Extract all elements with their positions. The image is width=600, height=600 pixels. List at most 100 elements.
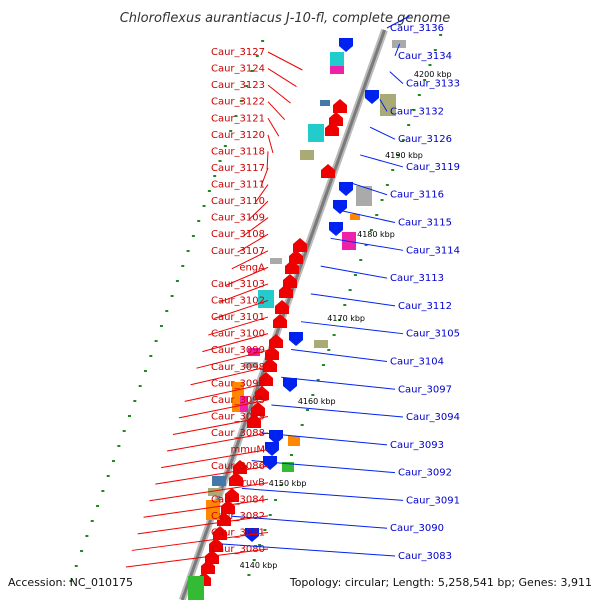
gene-feature-box (356, 186, 372, 206)
forward-gene-arrow (293, 238, 307, 252)
left-gene-label: Caur_3124 (211, 64, 265, 75)
outer-dash (353, 274, 357, 276)
left-leader-line (125, 548, 269, 568)
forward-gene-arrow (213, 526, 227, 540)
outer-dash (412, 109, 416, 111)
left-leader-line (131, 531, 269, 551)
outer-dash (321, 364, 325, 366)
left-gene-label: mmuM (231, 445, 265, 456)
outer-dash (359, 259, 363, 261)
gene-feature-box (330, 66, 344, 74)
gene-feature-box (314, 340, 328, 348)
outer-dash (300, 424, 304, 426)
right-gene-label: Caur_3119 (406, 162, 460, 173)
outer-dash (391, 169, 395, 171)
right-leader-line (379, 99, 388, 112)
inner-dash (250, 70, 254, 72)
outer-dash (332, 334, 336, 336)
gene-feature-box (380, 94, 396, 116)
outer-dash (316, 379, 320, 381)
inner-dash (239, 100, 243, 102)
left-gene-label: Caur_3095 (211, 395, 265, 406)
outer-dash (290, 454, 294, 456)
left-gene-label: Caur_3122 (211, 97, 265, 108)
forward-gene-arrow (333, 99, 347, 113)
outer-dash (252, 559, 256, 561)
right-leader-line (350, 182, 388, 196)
gene-feature-box (308, 124, 324, 142)
forward-gene-arrow (247, 414, 261, 428)
left-gene-label: Caur_3117 (211, 163, 265, 174)
left-gene-label: ruvB (242, 478, 265, 489)
outer-dash (327, 349, 331, 351)
forward-gene-arrow (225, 488, 239, 502)
left-leader-line (155, 465, 269, 485)
inner-dash (90, 520, 94, 522)
left-gene-label: Caur_3086 (211, 461, 265, 472)
left-leader-line (196, 349, 269, 369)
forward-gene-arrow (285, 260, 299, 274)
right-leader-line (231, 515, 388, 529)
outer-dash (279, 484, 283, 486)
tick-label: 4140 kbp (240, 561, 278, 570)
inner-dash (191, 235, 195, 237)
reverse-gene-arrow (269, 430, 283, 444)
left-leader-line (260, 167, 269, 187)
reverse-gene-arrow (339, 38, 353, 52)
right-leader-line (251, 460, 396, 474)
inner-dash (229, 130, 233, 132)
left-leader-line (184, 382, 269, 402)
right-leader-line (271, 404, 404, 418)
right-leader-line (340, 210, 396, 224)
right-gene-label: Caur_3104 (390, 356, 444, 367)
left-gene-label: Caur_3102 (211, 296, 265, 307)
gene-feature-box (392, 40, 406, 48)
outer-dash (401, 139, 405, 141)
inner-dash (69, 580, 73, 582)
forward-gene-arrow (263, 358, 277, 372)
map-title: Chloroflexus aurantiacus J-10-fl, comple… (120, 11, 451, 26)
left-leader-line (143, 498, 269, 518)
gene-features (188, 38, 406, 600)
inner-dash (101, 490, 105, 492)
right-gene-label: Caur_3133 (406, 79, 460, 90)
left-leader-line (267, 118, 280, 137)
left-gene-label: Caur_3089 (211, 411, 265, 422)
right-leader-line (389, 71, 404, 84)
inner-dash (122, 430, 126, 432)
tick-label: 4160 kbp (298, 397, 336, 406)
right-gene-label: Caur_3115 (398, 218, 452, 229)
inner-dash (106, 475, 110, 477)
reverse-gene-arrow (265, 442, 279, 456)
inner-dash (128, 415, 132, 417)
outer-dash (337, 319, 341, 321)
left-leader-line (161, 449, 269, 469)
right-leader-line (261, 432, 388, 446)
left-leader-line (249, 200, 269, 220)
outer-dash (369, 229, 373, 231)
outer-dash (247, 574, 251, 576)
right-leader-line (241, 487, 404, 501)
left-gene-label: Caur_3084 (211, 494, 265, 505)
left-gene-label: Caur_3103 (211, 279, 265, 290)
left-leader-line (225, 266, 269, 286)
outer-dash (407, 124, 411, 126)
left-leader-line (237, 233, 269, 253)
left-leader-line (190, 366, 269, 386)
right-gene-label: Caur_3093 (390, 440, 444, 451)
gene-feature-box (270, 258, 282, 264)
inner-dash (181, 265, 185, 267)
right-leader-line (281, 376, 396, 390)
right-leader-line (369, 126, 396, 140)
outer-dash (348, 289, 352, 291)
inner-dash (213, 175, 217, 177)
left-leader-line (267, 84, 291, 104)
outer-dash (311, 394, 315, 396)
tick-label: 4170 kbp (327, 314, 365, 323)
right-gene-label: Caur_3132 (390, 106, 444, 117)
left-leader-line (208, 316, 269, 336)
right-gene-label: Caur_3092 (398, 468, 452, 479)
left-gene-label: Caur_3099 (211, 345, 265, 356)
